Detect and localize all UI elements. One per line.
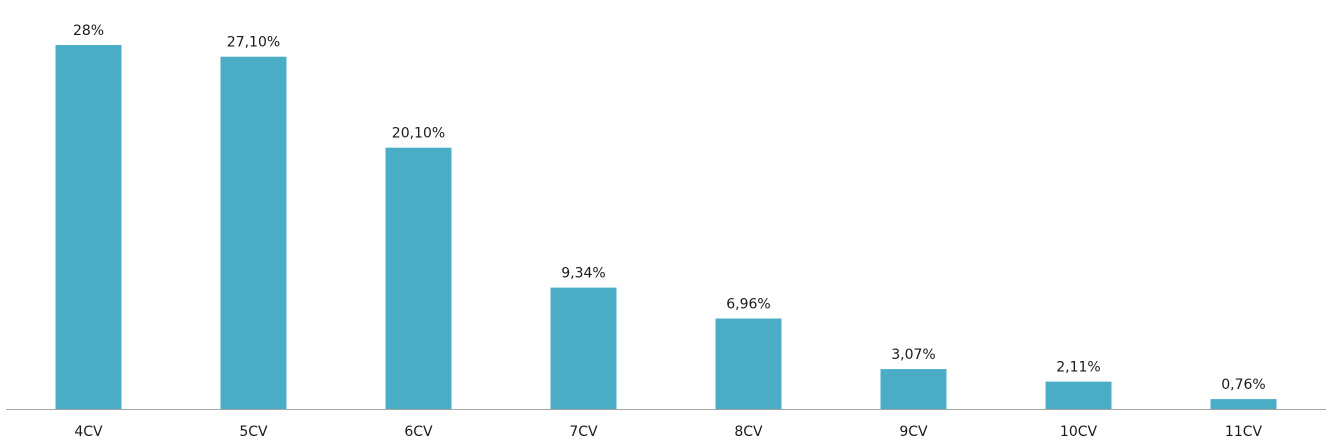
bar-4CV (55, 45, 122, 409)
bar-5CV (220, 56, 287, 409)
bar-8CV (715, 318, 782, 409)
data-labels-group: 28% 27,10% 20,10% 9,34% 6,96% 3,07% 2,11% 0,76% (73, 23, 1266, 393)
bars-group (55, 45, 1277, 409)
data-label-8CV: 6,96% (726, 297, 770, 313)
bar-11CV (1210, 399, 1277, 409)
data-label-5CV: 27,10% (227, 35, 280, 51)
x-tick-label-9CV: 9CV (899, 424, 928, 440)
x-tick-label-10CV: 10CV (1060, 424, 1098, 440)
bar-9CV (880, 369, 947, 409)
x-tick-label-6CV: 6CV (404, 424, 433, 440)
data-label-7CV: 9,34% (561, 266, 605, 282)
data-label-4CV: 28% (73, 23, 104, 39)
bar-7CV (550, 287, 617, 409)
bar-6CV (385, 147, 452, 409)
x-tick-label-11CV: 11CV (1225, 424, 1263, 440)
bar-10CV (1045, 381, 1112, 409)
data-label-10CV: 2,11% (1056, 360, 1100, 376)
data-label-6CV: 20,10% (392, 126, 445, 142)
x-tick-label-5CV: 5CV (239, 424, 268, 440)
x-tick-label-7CV: 7CV (569, 424, 598, 440)
data-label-11CV: 0,76% (1221, 377, 1265, 393)
x-tick-label-8CV: 8CV (734, 424, 763, 440)
data-label-9CV: 3,07% (891, 347, 935, 363)
x-tick-labels-group: 4CV 5CV 6CV 7CV 8CV 9CV 10CV 11CV (74, 424, 1262, 440)
x-tick-label-4CV: 4CV (74, 424, 103, 440)
